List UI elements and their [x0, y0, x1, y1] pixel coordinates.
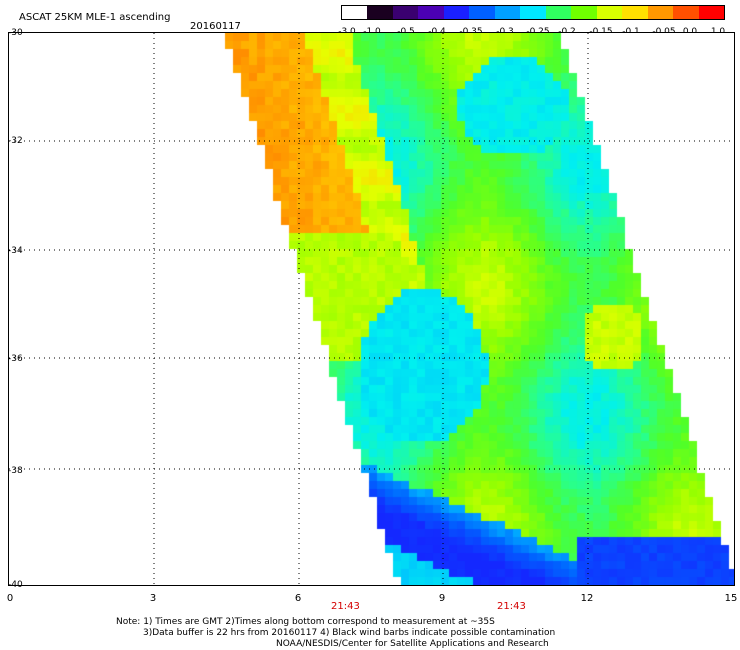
color-scale-segment — [392, 6, 419, 19]
lat-label: -30 — [8, 28, 23, 38]
color-scale-segment — [571, 6, 598, 19]
lon-label: 3 — [149, 593, 157, 604]
time-label: 21:43 — [497, 601, 526, 612]
color-scale-segment — [596, 6, 623, 19]
lat-lon-grid — [9, 33, 734, 585]
color-scale-segment — [443, 6, 470, 19]
color-scale-segment — [673, 6, 700, 19]
lon-label: 9 — [438, 593, 446, 604]
color-scale-segment — [520, 6, 547, 19]
lon-label: 15 — [724, 593, 738, 604]
color-scale-segment — [494, 6, 521, 19]
color-scale-bar — [341, 5, 725, 20]
color-scale-segment — [418, 6, 445, 19]
lat-label: -40 — [8, 580, 23, 590]
map-title: ASCAT 25KM MLE-1 ascending — [19, 12, 171, 23]
note-line-1: Note: 1) Times are GMT 2)Times along bot… — [116, 617, 495, 627]
color-scale-segment — [647, 6, 674, 19]
lat-label: -38 — [8, 466, 23, 476]
map-date: 20160117 — [190, 21, 241, 32]
color-scale-segment — [342, 6, 368, 19]
lat-label: -36 — [8, 354, 23, 364]
lat-label: -34 — [8, 246, 23, 256]
lon-label: 0 — [6, 593, 14, 604]
time-label: 21:43 — [331, 601, 360, 612]
lon-label: 12 — [580, 593, 594, 604]
map-plot-area — [8, 32, 735, 586]
note-line-2: 3)Data buffer is 22 hrs from 20160117 4)… — [143, 628, 556, 638]
lon-label: 6 — [294, 593, 302, 604]
color-scale-segment — [469, 6, 496, 19]
swath-raster — [9, 33, 734, 585]
color-scale-segment — [698, 6, 725, 19]
color-scale-segment — [622, 6, 649, 19]
color-scale-segment — [367, 6, 394, 19]
color-scale-segment — [545, 6, 572, 19]
note-line-3: NOAA/NESDIS/Center for Satellite Applica… — [276, 639, 549, 649]
lat-label: -32 — [8, 136, 23, 146]
